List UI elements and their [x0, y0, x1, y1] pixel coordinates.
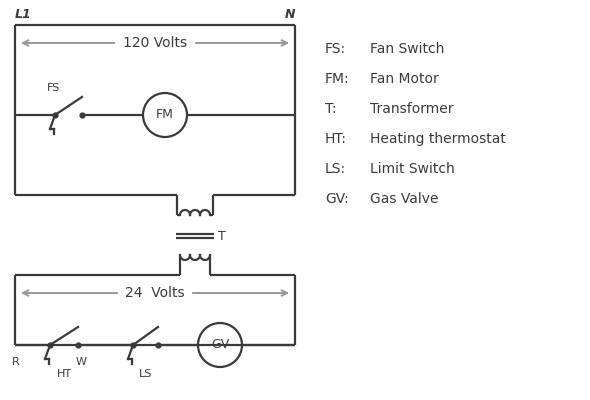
Text: Gas Valve: Gas Valve	[370, 192, 438, 206]
Text: 120 Volts: 120 Volts	[123, 36, 187, 50]
Text: L1: L1	[15, 8, 32, 21]
Text: W: W	[76, 357, 87, 367]
Text: N: N	[284, 8, 295, 21]
Text: HT: HT	[57, 369, 71, 379]
Text: HT:: HT:	[325, 132, 347, 146]
Text: Heating thermostat: Heating thermostat	[370, 132, 506, 146]
Text: FS: FS	[47, 83, 60, 93]
Text: Fan Switch: Fan Switch	[370, 42, 444, 56]
Text: LS: LS	[139, 369, 152, 379]
Text: LS:: LS:	[325, 162, 346, 176]
Text: Limit Switch: Limit Switch	[370, 162, 455, 176]
Text: FM: FM	[156, 108, 174, 122]
Text: GV: GV	[211, 338, 229, 352]
Text: T:: T:	[325, 102, 337, 116]
Text: FM:: FM:	[325, 72, 350, 86]
Text: Fan Motor: Fan Motor	[370, 72, 439, 86]
Text: T: T	[218, 230, 226, 242]
Text: R: R	[12, 357, 20, 367]
Text: Transformer: Transformer	[370, 102, 454, 116]
Text: FS:: FS:	[325, 42, 346, 56]
Text: GV:: GV:	[325, 192, 349, 206]
Text: 24  Volts: 24 Volts	[125, 286, 185, 300]
